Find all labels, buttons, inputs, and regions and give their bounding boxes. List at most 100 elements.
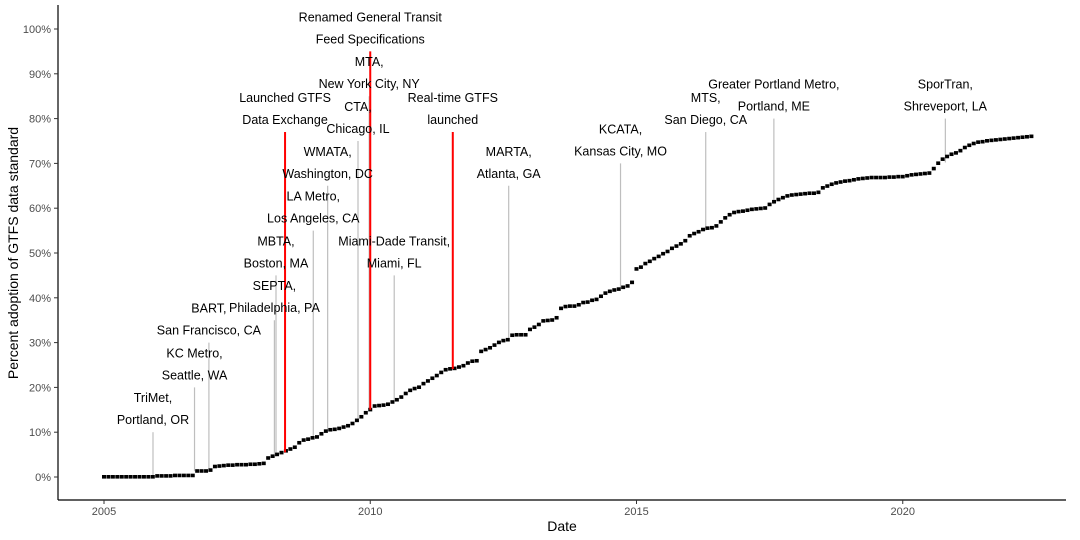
agency-label: Chicago, IL: [326, 122, 389, 136]
data-point: [270, 454, 275, 458]
data-point: [390, 400, 395, 404]
data-point: [630, 280, 635, 285]
data-point: [226, 463, 231, 467]
data-point: [598, 294, 603, 299]
data-point: [261, 461, 266, 466]
data-point: [807, 191, 812, 196]
data-point: [603, 291, 608, 295]
data-point: [891, 175, 896, 179]
data-point: [834, 181, 839, 185]
data-point: [474, 358, 479, 363]
data-point: [381, 403, 386, 407]
data-point: [718, 220, 723, 224]
data-point: [137, 475, 142, 479]
y-tick-label: 90%: [29, 69, 51, 81]
agency-label: MTS,: [691, 91, 721, 105]
data-point: [829, 182, 834, 187]
data-point: [133, 475, 138, 479]
data-point: [709, 225, 714, 230]
data-point: [1002, 137, 1007, 141]
data-point: [212, 464, 217, 469]
data-point: [319, 431, 324, 436]
data-point: [585, 300, 590, 304]
data-point: [732, 210, 737, 215]
x-tick-label: 2020: [891, 506, 915, 518]
agency-label: Seattle, WA: [162, 368, 228, 382]
data-point: [945, 154, 950, 159]
data-point: [190, 473, 195, 478]
data-point: [749, 207, 754, 212]
data-point: [652, 256, 657, 261]
data-point: [465, 361, 470, 365]
data-point: [372, 404, 377, 408]
data-point: [532, 325, 537, 329]
data-point: [470, 359, 475, 364]
data-points: [102, 134, 1034, 479]
x-tick-label: 2015: [624, 506, 648, 518]
data-point: [230, 463, 235, 467]
data-point: [887, 175, 892, 179]
y-tick-label: 20%: [29, 382, 51, 394]
data-point: [634, 267, 639, 271]
data-point: [714, 224, 719, 228]
data-point: [217, 464, 222, 468]
data-point: [949, 152, 954, 157]
data-point: [723, 216, 728, 220]
data-point: [536, 322, 541, 327]
agency-label: WMATA,: [304, 145, 352, 159]
data-point: [674, 244, 679, 248]
data-point: [541, 319, 546, 323]
data-point: [763, 206, 768, 210]
data-point: [665, 249, 670, 254]
data-point: [115, 475, 120, 479]
data-point: [785, 194, 790, 198]
data-point: [483, 347, 488, 352]
data-point: [922, 171, 927, 176]
data-point: [417, 385, 422, 389]
data-point: [439, 370, 444, 375]
data-point: [683, 238, 688, 243]
agency-label: KCATA,: [599, 122, 642, 136]
data-point: [971, 141, 976, 146]
data-point: [434, 373, 439, 378]
data-point: [257, 462, 262, 466]
data-point: [985, 139, 990, 143]
data-point: [647, 259, 652, 264]
y-tick-label: 10%: [29, 427, 51, 439]
y-ticks: 0% 10% 20% 30% 40% 50% 60% 70% 80% 90% 100%: [23, 24, 58, 484]
data-point: [701, 227, 706, 232]
data-point: [794, 192, 799, 197]
data-point: [328, 427, 333, 432]
data-point: [590, 298, 595, 303]
data-point: [199, 469, 204, 473]
x-tick-label: 2005: [92, 506, 116, 518]
agency-label: Kansas City, MO: [574, 144, 667, 158]
data-point: [479, 349, 484, 354]
data-point: [607, 289, 612, 294]
data-point: [208, 468, 213, 472]
data-point: [953, 151, 958, 155]
data-point: [385, 402, 390, 407]
data-point: [550, 318, 555, 322]
agency-label: Washington, DC: [282, 167, 373, 181]
agency-label: MBTA,: [257, 234, 294, 248]
agency-label: Greater Portland Metro,: [708, 78, 839, 92]
data-point: [527, 327, 532, 332]
data-point: [168, 474, 173, 478]
data-point: [1020, 135, 1025, 140]
data-point: [878, 175, 883, 180]
agency-label: SporTran,: [918, 78, 973, 92]
data-point: [1024, 134, 1029, 139]
data-point: [772, 199, 777, 204]
agency-label: TriMet,: [134, 391, 172, 405]
agency-label: Philadelphia, PA: [229, 301, 320, 315]
data-point: [172, 473, 177, 478]
agency-label: SEPTA,: [253, 279, 297, 293]
data-point: [976, 140, 981, 144]
data-point: [235, 462, 240, 467]
data-point: [847, 178, 852, 183]
data-point: [363, 410, 368, 415]
data-point: [452, 366, 457, 371]
data-point: [408, 388, 413, 393]
data-point: [159, 474, 164, 478]
